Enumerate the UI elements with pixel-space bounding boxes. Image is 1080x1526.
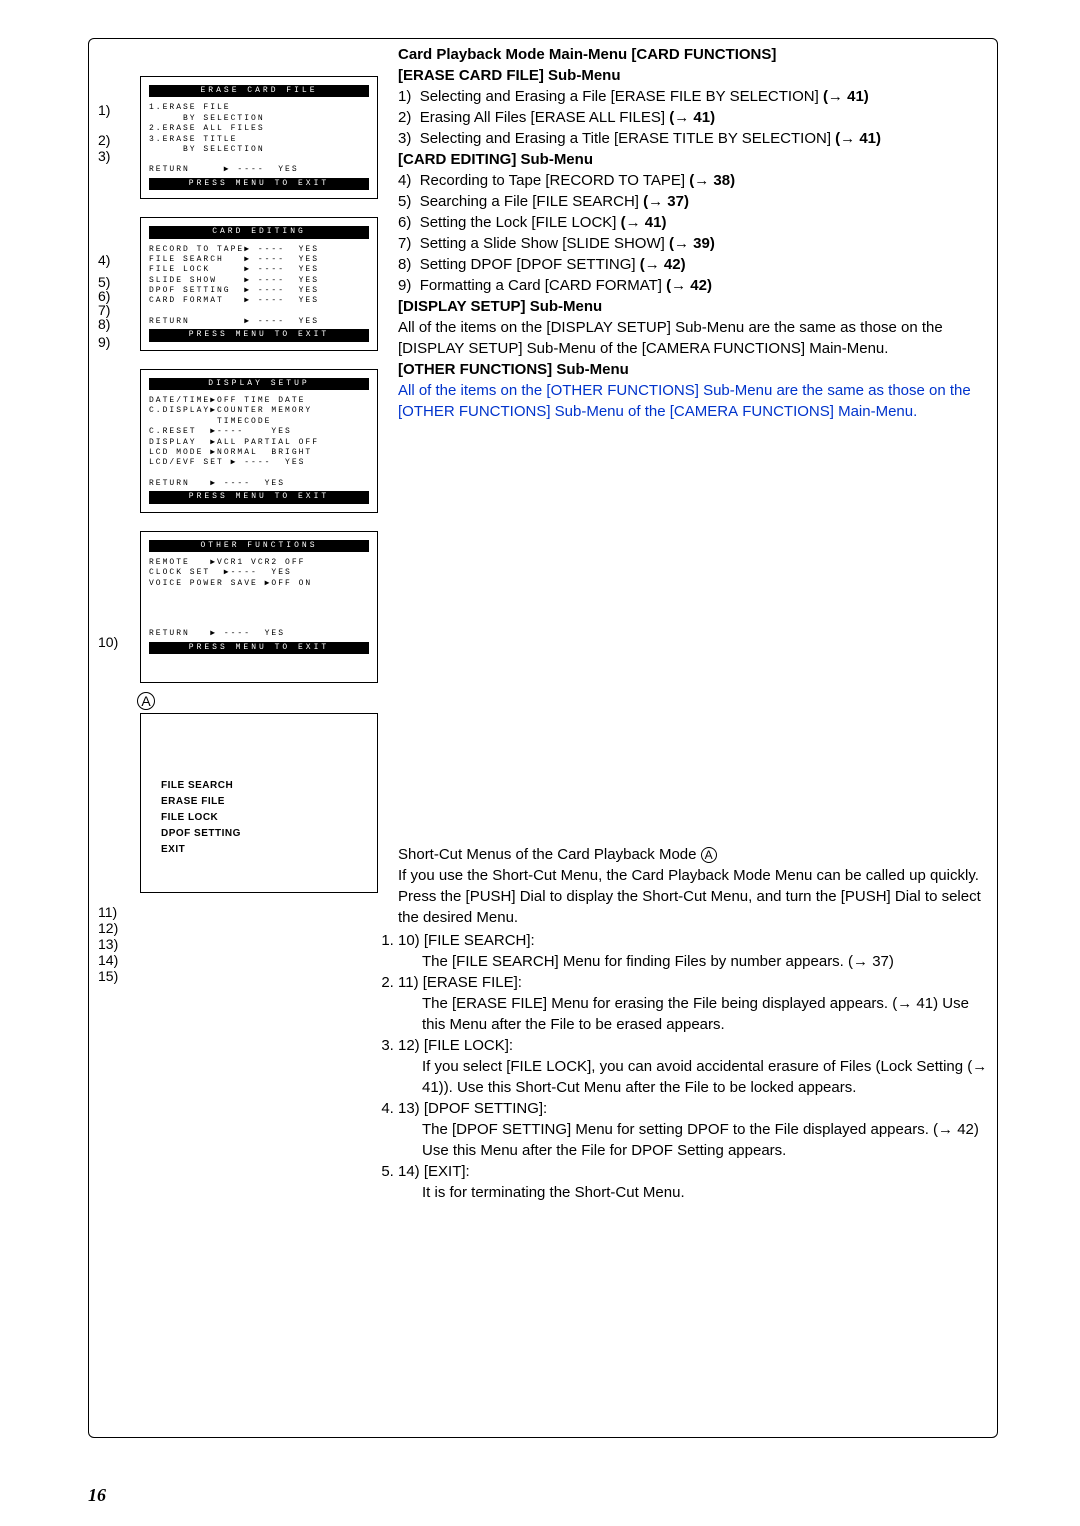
screen-title: ERASE CARD FILE <box>149 85 369 97</box>
callout-3: 3) <box>98 148 110 164</box>
screen-item: DISPLAY ▶ALL PARTIAL OFF <box>149 438 369 448</box>
screen-return: RETURN ▶ ---- YES <box>149 479 369 489</box>
callout-12: 12) <box>98 920 118 936</box>
screen-item: DATE/TIME▶OFF TIME DATE <box>149 396 369 406</box>
shortcut-menu-box: A FILE SEARCH ERASE FILE FILE LOCK DPOF … <box>140 713 378 893</box>
heading-erase: [ERASE CARD FILE] Sub-Menu <box>398 65 988 86</box>
screen-footer: PRESS MENU TO EXIT <box>149 491 369 503</box>
screen-title: CARD EDITING <box>149 226 369 238</box>
erase-list: 1) Selecting and Erasing a File [ERASE F… <box>398 86 988 149</box>
callout-14: 14) <box>98 952 118 968</box>
callout-2: 2) <box>98 132 110 148</box>
screen-item: FILE SEARCH ▶ ---- YES <box>149 255 369 265</box>
shortcut-item: FILE LOCK <box>161 810 357 826</box>
list-item: 4) Recording to Tape [RECORD TO TAPE] (→… <box>398 170 988 191</box>
screen-item: C.RESET ▶---- YES <box>149 427 369 437</box>
screen-item: SLIDE SHOW ▶ ---- YES <box>149 276 369 286</box>
other-text: All of the items on the [OTHER FUNCTIONS… <box>398 380 988 422</box>
display-text: All of the items on the [DISPLAY SETUP] … <box>398 317 988 359</box>
screen-item: TIMECODE <box>149 417 369 427</box>
screen-footer: PRESS MENU TO EXIT <box>149 178 369 190</box>
callout-13: 13) <box>98 936 118 952</box>
screen-item: BY SELECTION <box>149 114 369 124</box>
heading-other-functions: [OTHER FUNCTIONS] Sub-Menu <box>398 359 988 380</box>
list-item: 9) Formatting a Card [CARD FORMAT] (→ 42… <box>398 275 988 296</box>
heading-display-setup: [DISPLAY SETUP] Sub-Menu <box>398 296 988 317</box>
screen-card-editing: CARD EDITING RECORD TO TAPE▶ ---- YES FI… <box>140 217 378 351</box>
shortcut-item: FILE SEARCH <box>161 778 357 794</box>
list-item: 3) Selecting and Erasing a Title [ERASE … <box>398 128 988 149</box>
screen-item: REMOTE ▶VCR1 VCR2 OFF <box>149 558 369 568</box>
list-item: 2) Erasing All Files [ERASE ALL FILES] (… <box>398 107 988 128</box>
shortcut-item: DPOF SETTING <box>161 826 357 842</box>
screen-return: RETURN ▶ ---- YES <box>149 317 369 327</box>
screen-erase-card-file: ERASE CARD FILE 1.ERASE FILE BY SELECTIO… <box>140 76 378 199</box>
screen-item: 2.ERASE ALL FILES <box>149 124 369 134</box>
screen-title: DISPLAY SETUP <box>149 378 369 390</box>
list-item: 8) Setting DPOF [DPOF SETTING] (→ 42) <box>398 254 988 275</box>
callout-10: 10) <box>98 634 118 650</box>
list-item: 12) [FILE LOCK]:If you select [FILE LOCK… <box>398 1035 988 1098</box>
screen-item: 3.ERASE TITLE <box>149 135 369 145</box>
list-item: 6) Setting the Lock [FILE LOCK] (→ 41) <box>398 212 988 233</box>
screen-title: OTHER FUNCTIONS <box>149 540 369 552</box>
shortcut-item: EXIT <box>161 842 357 858</box>
callout-15: 15) <box>98 968 118 984</box>
heading-main: Card Playback Mode Main-Menu [CARD FUNCT… <box>398 44 988 65</box>
right-column: Card Playback Mode Main-Menu [CARD FUNCT… <box>398 44 988 422</box>
list-item: 11) [ERASE FILE]:The [ERASE FILE] Menu f… <box>398 972 988 1035</box>
screen-display-setup: DISPLAY SETUP DATE/TIME▶OFF TIME DATE C.… <box>140 369 378 513</box>
screen-item: DPOF SETTING ▶ ---- YES <box>149 286 369 296</box>
screen-item: CLOCK SET ▶---- YES <box>149 568 369 578</box>
screen-item: 1.ERASE FILE <box>149 103 369 113</box>
screen-footer: PRESS MENU TO EXIT <box>149 329 369 341</box>
heading-card-editing: [CARD EDITING] Sub-Menu <box>398 149 988 170</box>
page-number: 16 <box>88 1485 106 1506</box>
list-item: 13) [DPOF SETTING]:The [DPOF SETTING] Me… <box>398 1098 988 1161</box>
list-item: 5) Searching a File [FILE SEARCH] (→ 37) <box>398 191 988 212</box>
screen-return: RETURN ▶ ---- YES <box>149 165 369 175</box>
screen-item: BY SELECTION <box>149 145 369 155</box>
screen-other-functions: OTHER FUNCTIONS REMOTE ▶VCR1 VCR2 OFF CL… <box>140 531 378 683</box>
screen-footer: PRESS MENU TO EXIT <box>149 642 369 654</box>
callout-11: 11) <box>98 904 117 920</box>
list-item: 7) Setting a Slide Show [SLIDE SHOW] (→ … <box>398 233 988 254</box>
shortcut-heading: Short-Cut Menus of the Card Playback Mod… <box>398 844 988 865</box>
left-column: 1) 2) 3) ERASE CARD FILE 1.ERASE FILE BY… <box>98 56 376 893</box>
list-item: 10) [FILE SEARCH]:The [FILE SEARCH] Menu… <box>398 930 988 972</box>
callout-4: 4) <box>98 252 110 268</box>
screen-item: VOICE POWER SAVE ▶OFF ON <box>149 579 369 589</box>
shortcut-list: 10) [FILE SEARCH]:The [FILE SEARCH] Menu… <box>398 930 988 1203</box>
list-item: 1) Selecting and Erasing a File [ERASE F… <box>398 86 988 107</box>
screen-item: CARD FORMAT ▶ ---- YES <box>149 296 369 306</box>
screen-item: LCD/EVF SET ▶ ---- YES <box>149 458 369 468</box>
shortcut-section: Short-Cut Menus of the Card Playback Mod… <box>398 844 988 1203</box>
callout-8: 8) <box>98 316 110 332</box>
list-item: 14) [EXIT]:It is for terminating the Sho… <box>398 1161 988 1203</box>
screen-item: LCD MODE ▶NORMAL BRIGHT <box>149 448 369 458</box>
callout-1: 1) <box>98 102 110 118</box>
circle-a-icon: A <box>701 847 717 863</box>
shortcut-item: ERASE FILE <box>161 794 357 810</box>
label-a-icon: A <box>137 692 155 710</box>
callout-9: 9) <box>98 334 110 350</box>
shortcut-intro: If you use the Short-Cut Menu, the Card … <box>398 865 988 928</box>
edit-list: 4) Recording to Tape [RECORD TO TAPE] (→… <box>398 170 988 296</box>
screen-item: FILE LOCK ▶ ---- YES <box>149 265 369 275</box>
screen-item: RECORD TO TAPE▶ ---- YES <box>149 245 369 255</box>
screen-return: RETURN ▶ ---- YES <box>149 629 369 639</box>
screen-item: C.DISPLAY▶COUNTER MEMORY <box>149 406 369 416</box>
